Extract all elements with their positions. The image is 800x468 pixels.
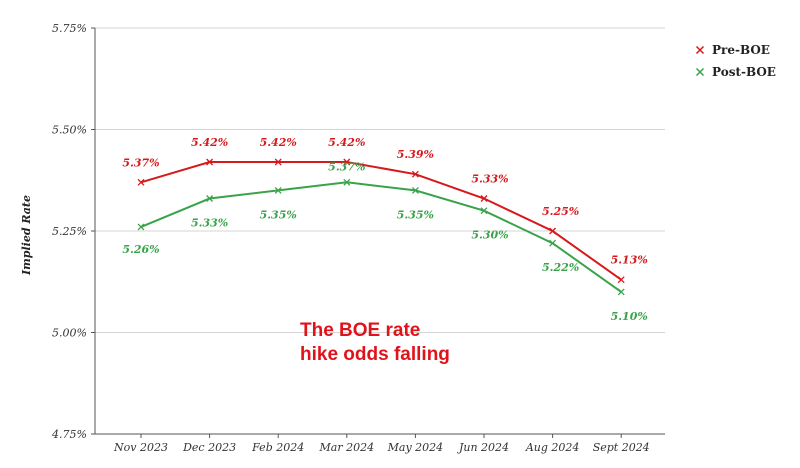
data-point (549, 239, 557, 247)
point-marker-stroke (617, 288, 625, 296)
legend-label: Post-BOE (712, 65, 776, 79)
point-marker-stroke (206, 158, 214, 166)
data-point (343, 158, 351, 166)
point-marker-stroke (411, 170, 419, 178)
point-marker-stroke (480, 195, 488, 202)
legend-entry: Pre-BOE (695, 43, 770, 57)
point-marker-stroke (343, 178, 351, 186)
point-marker-stroke (549, 239, 557, 247)
data-point (480, 207, 488, 215)
y-tick-label: 5.25% (52, 225, 87, 238)
y-tick-label: 5.50% (52, 124, 87, 137)
x-tick-label: Dec 2023 (182, 441, 236, 454)
y-tick-labels: 4.75% 5.00% 5.25% 5.50% 5.75% (51, 22, 87, 441)
series-post-boe: 5.26% 5.33% 5.35% 5.37% 5.35% 5.30% 5.22% 5.10% (122, 160, 647, 323)
data-label: 5.42% (260, 136, 297, 149)
x-tick-label: Nov 2023 (113, 441, 168, 454)
data-label: 5.30% (471, 229, 508, 242)
y-axis-label: Implied Rate (20, 195, 33, 276)
data-label: 5.39% (397, 148, 434, 161)
y-tick-label: 5.00% (52, 327, 87, 340)
data-point (137, 178, 145, 186)
data-label: 5.42% (191, 136, 228, 149)
data-point (137, 223, 145, 231)
annotation-line-1: The BOE rate (300, 320, 420, 341)
data-label: 5.33% (471, 173, 508, 186)
data-label: 5.35% (260, 208, 297, 221)
data-point (617, 288, 625, 296)
gridlines (95, 27, 665, 333)
series-line (140, 181, 622, 293)
series-line (140, 160, 622, 281)
point-marker-stroke (206, 195, 214, 202)
data-point (274, 158, 282, 166)
x-tick-label: Aug 2024 (525, 441, 580, 454)
x-tick-label: Mar 2024 (319, 441, 375, 454)
legend-label: Pre-BOE (712, 43, 770, 57)
data-label: 5.37% (328, 160, 365, 173)
point-marker-stroke (137, 178, 145, 186)
data-point (274, 186, 282, 194)
axes (91, 27, 665, 438)
legend-marker (695, 67, 705, 77)
data-label: 5.26% (122, 243, 159, 256)
annotation-line-2: hike odds falling (300, 344, 450, 365)
x-tick-label: Jun 2024 (457, 441, 509, 454)
data-point (343, 178, 351, 186)
point-marker-stroke (274, 158, 282, 166)
data-point (206, 195, 214, 202)
data-label: 5.13% (611, 254, 648, 267)
data-point (549, 227, 557, 235)
point-marker-stroke (137, 223, 145, 231)
data-point (411, 170, 419, 178)
data-point (411, 186, 419, 194)
data-point (480, 195, 488, 202)
data-point (617, 276, 625, 284)
legend: Pre-BOE Post-BOE (695, 43, 776, 79)
point-marker-stroke (617, 276, 625, 284)
point-marker-stroke (274, 186, 282, 194)
data-label: 5.37% (122, 156, 159, 169)
x-tick-label: Feb 2024 (251, 441, 304, 454)
x-tick-label: Sept 2024 (593, 441, 650, 454)
series-pre-boe: 5.37% 5.42% 5.42% 5.42% 5.39% 5.33% 5.25% 5.13% (122, 136, 648, 284)
data-label: 5.22% (542, 261, 579, 274)
data-point (206, 158, 214, 166)
x-tick-labels: Nov 2023 Dec 2023 Feb 2024 Mar 2024 May 2024… (113, 441, 650, 454)
point-marker-stroke (549, 227, 557, 235)
y-tick-label: 5.75% (52, 22, 87, 35)
series: 5.37% 5.42% 5.42% 5.42% 5.39% 5.33% 5.25% 5.13%… (122, 136, 647, 323)
point-marker-stroke (411, 186, 419, 194)
point-marker-stroke (343, 158, 351, 166)
data-label: 5.35% (397, 208, 434, 221)
legend-entry: Post-BOE (695, 65, 776, 79)
data-label: 5.25% (542, 205, 579, 218)
data-label: 5.33% (191, 217, 228, 230)
data-label: 5.10% (611, 310, 648, 323)
point-marker-stroke (480, 207, 488, 215)
y-tick-label: 4.75% (51, 428, 87, 441)
data-label: 5.42% (328, 136, 365, 149)
x-tick-label: May 2024 (387, 441, 444, 454)
legend-marker (695, 45, 705, 55)
